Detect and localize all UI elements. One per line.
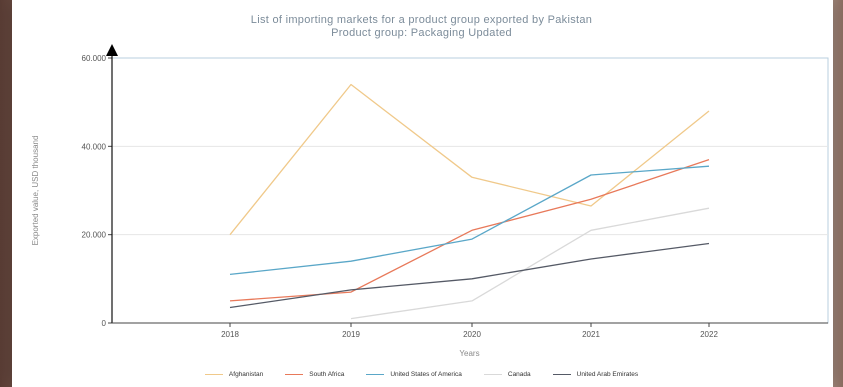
legend-item[interactable]: Afghanistan xyxy=(204,371,264,378)
y-tick-label: 60.000 xyxy=(82,54,107,63)
series-line-afghanistan xyxy=(229,83,710,236)
legend-swatch xyxy=(483,373,502,376)
legend-swatch xyxy=(366,373,385,376)
plot-area xyxy=(111,57,829,324)
x-tick-label: 2018 xyxy=(221,330,239,339)
legend-label: South Africa xyxy=(309,371,345,378)
legend-label: Afghanistan xyxy=(228,371,264,378)
y-tick-label: 20.000 xyxy=(82,231,107,240)
y-tick-label: 40.000 xyxy=(82,142,107,151)
legend-item[interactable]: United States of America xyxy=(366,371,462,378)
legend-item[interactable]: Canada xyxy=(483,371,531,378)
legend-label: United States of America xyxy=(390,371,462,378)
series-line-south-africa xyxy=(229,158,710,302)
y-tick-label: 0 xyxy=(102,319,107,328)
series-line-united-arab-emirates xyxy=(229,242,710,309)
legend-swatch xyxy=(552,373,571,376)
series-line-canada xyxy=(350,207,710,320)
chart-legend: Afghanistan South Africa United States of … xyxy=(0,371,843,378)
x-tick-label: 2020 xyxy=(463,330,481,339)
legend-label: Canada xyxy=(507,371,531,378)
legend-swatch xyxy=(285,373,304,376)
legend-swatch xyxy=(204,373,223,376)
legend-label: United Arab Emirates xyxy=(576,371,639,378)
x-tick-label: 2021 xyxy=(582,330,600,339)
legend-item[interactable]: United Arab Emirates xyxy=(552,371,639,378)
chart-subtitle: Product group: Packaging Updated xyxy=(331,27,512,39)
x-tick-label: 2019 xyxy=(342,330,360,339)
legend-item[interactable]: South Africa xyxy=(285,371,344,378)
series-line-united-states-of-america xyxy=(229,165,710,276)
x-tick-label: 2022 xyxy=(700,330,718,339)
y-axis-label: Exported value, USD thousand xyxy=(31,136,40,246)
chart-title: List of importing markets for a product … xyxy=(250,14,593,26)
y-axis-arrow xyxy=(106,44,118,56)
x-axis-label: Years xyxy=(459,349,479,358)
